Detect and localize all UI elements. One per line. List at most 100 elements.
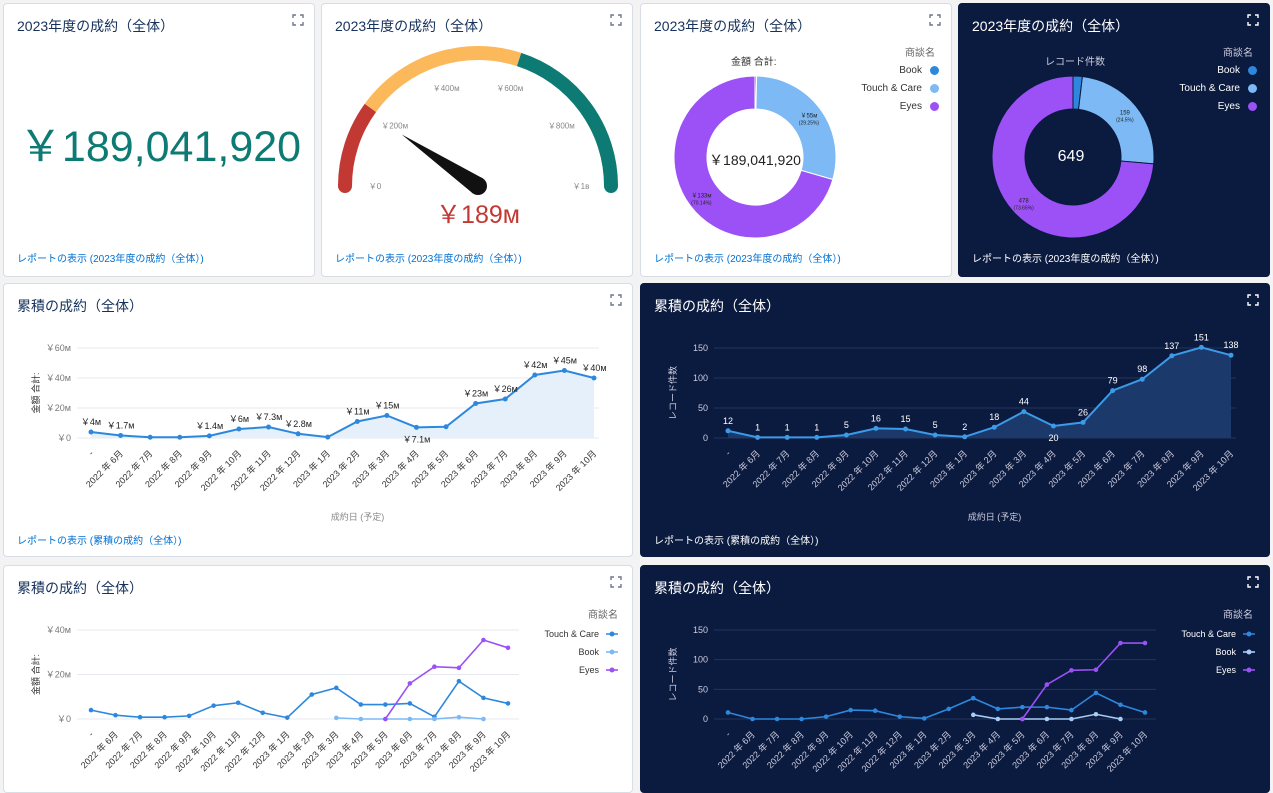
legend-swatch: [1248, 84, 1257, 93]
data-point: [903, 426, 909, 432]
view-report-link[interactable]: レポートの表示 (2023年度の成約（全体）): [335, 254, 522, 265]
legend-title: 商談名: [588, 610, 618, 621]
legend-label: Eyes: [1217, 101, 1240, 112]
legend-swatch: [930, 84, 939, 93]
expand-icon[interactable]: [929, 14, 941, 26]
legend-item[interactable]: Book: [899, 65, 939, 76]
gauge-needle: [401, 134, 484, 194]
card-title: 累積の成約（全体）: [654, 298, 780, 314]
y-tick-label: 50: [698, 684, 708, 694]
legend-swatch-dot: [609, 649, 615, 655]
y-tick-label: ￥20м: [46, 403, 71, 413]
data-label: ￥6м: [229, 414, 249, 424]
card-title: 2023年度の成約（全体）: [17, 18, 175, 34]
legend-swatch: [1248, 102, 1257, 111]
data-label: 137: [1164, 341, 1179, 351]
data-label: 98: [1137, 364, 1147, 374]
donut-slice: [991, 75, 1155, 239]
expand-icon[interactable]: [1247, 14, 1259, 26]
slice-label: ￥55м: [801, 112, 818, 119]
data-point: [266, 424, 272, 430]
gauge-cap: [338, 179, 352, 193]
y-tick-label: 150: [693, 625, 708, 635]
y-tick-label: 100: [693, 373, 708, 383]
data-label: 138: [1223, 340, 1238, 350]
x-tick-label: -: [723, 448, 732, 457]
view-report-link[interactable]: レポートの表示 (2023年度の成約（全体）): [17, 254, 204, 265]
y-axis-label: 金額 合計:: [30, 654, 41, 695]
legend-swatch-dot: [1246, 631, 1252, 637]
series-line: [336, 716, 484, 720]
data-point: [1198, 344, 1204, 350]
legend-title: 商談名: [1223, 610, 1253, 621]
legend-label: Touch & Care: [861, 83, 922, 94]
data-point: [991, 424, 997, 430]
gauge-segment: [516, 52, 618, 187]
multi-count-card: 累積の成約（全体） 商談名 0 50 100 150-2022 年 6月 2022 年 …: [640, 565, 1270, 793]
data-point: [532, 372, 538, 378]
donut-count-card: 2023年度の成約（全体） レコード件数 159 (24.5%) 478 (73.65…: [958, 3, 1270, 277]
legend-item[interactable]: Touch & Care: [1179, 83, 1257, 94]
expand-icon[interactable]: [1247, 294, 1259, 306]
data-point: [88, 429, 94, 435]
legend-item[interactable]: Touch & Care: [861, 83, 939, 94]
legend-swatch: [930, 102, 939, 111]
y-tick-label: 150: [693, 343, 708, 353]
donut-center-value: 649: [1057, 148, 1085, 165]
data-point: [1021, 409, 1027, 415]
card-title: 2023年度の成約（全体）: [335, 18, 493, 34]
y-tick-label: 0: [703, 714, 708, 724]
data-label: ￥40м: [581, 363, 606, 373]
legend-label: Touch & Care: [1181, 629, 1236, 639]
legend-label: Touch & Care: [1179, 83, 1240, 94]
card-title: 累積の成約（全体）: [17, 298, 143, 314]
view-report-link[interactable]: レポートの表示 (累積の成約（全体）): [17, 536, 182, 547]
legend-label: Eyes: [1216, 665, 1237, 675]
expand-icon[interactable]: [610, 294, 622, 306]
data-point: [932, 432, 938, 438]
view-report-link[interactable]: レポートの表示 (累積の成約（全体）): [654, 536, 819, 547]
slice-pct: (29.25%): [799, 120, 820, 126]
data-label: ￥1.4м: [196, 421, 224, 431]
data-point: [443, 424, 449, 430]
legend-swatch: [1248, 66, 1257, 75]
legend-item[interactable]: Book: [1217, 65, 1257, 76]
area-fill: [728, 347, 1231, 438]
gauge-chart: ￥0 ￥200м ￥400м ￥600м ￥800м ￥1в: [338, 46, 618, 195]
data-label: ￥23м: [463, 389, 488, 399]
view-report-link[interactable]: レポートの表示 (2023年度の成約（全体）): [654, 254, 841, 265]
y-tick-label: ￥40м: [46, 625, 71, 635]
y-tick-label: ￥20м: [46, 670, 71, 680]
data-point: [236, 426, 242, 432]
legend-swatch-dot: [609, 667, 615, 673]
legend-item[interactable]: Eyes: [1218, 101, 1257, 112]
legend-swatch-dot: [1246, 649, 1252, 655]
data-point: [354, 419, 360, 424]
series-line: [1021, 642, 1145, 720]
view-report-link[interactable]: レポートの表示 (2023年度の成約（全体）): [972, 254, 1159, 265]
slice-label: 159: [1120, 111, 1131, 117]
x-axis-label: 成約日 (予定): [331, 511, 385, 522]
data-label: 15: [901, 414, 911, 424]
series-line: [973, 713, 1121, 720]
gauge-needle-hub: [469, 177, 487, 195]
data-point: [873, 425, 879, 431]
gauge-tick-label: ￥0: [369, 182, 382, 191]
data-point: [970, 712, 976, 718]
legend-label: Book: [899, 65, 922, 76]
expand-icon[interactable]: [292, 14, 304, 26]
y-tick-label: 50: [698, 403, 708, 413]
data-label: ￥7.3м: [255, 412, 283, 422]
card-title: 2023年度の成約（全体）: [972, 18, 1130, 34]
data-label: 20: [1048, 433, 1058, 443]
expand-icon[interactable]: [1247, 576, 1259, 588]
data-label: 26: [1078, 407, 1088, 417]
legend-item[interactable]: Eyes: [900, 101, 939, 112]
y-tick-label: 100: [693, 655, 708, 665]
expand-icon[interactable]: [610, 14, 622, 26]
expand-icon[interactable]: [610, 576, 622, 588]
data-label: 1: [785, 422, 790, 432]
slice-pct: (70.14%): [691, 200, 712, 206]
y-axis-label: レコード件数: [667, 366, 678, 420]
